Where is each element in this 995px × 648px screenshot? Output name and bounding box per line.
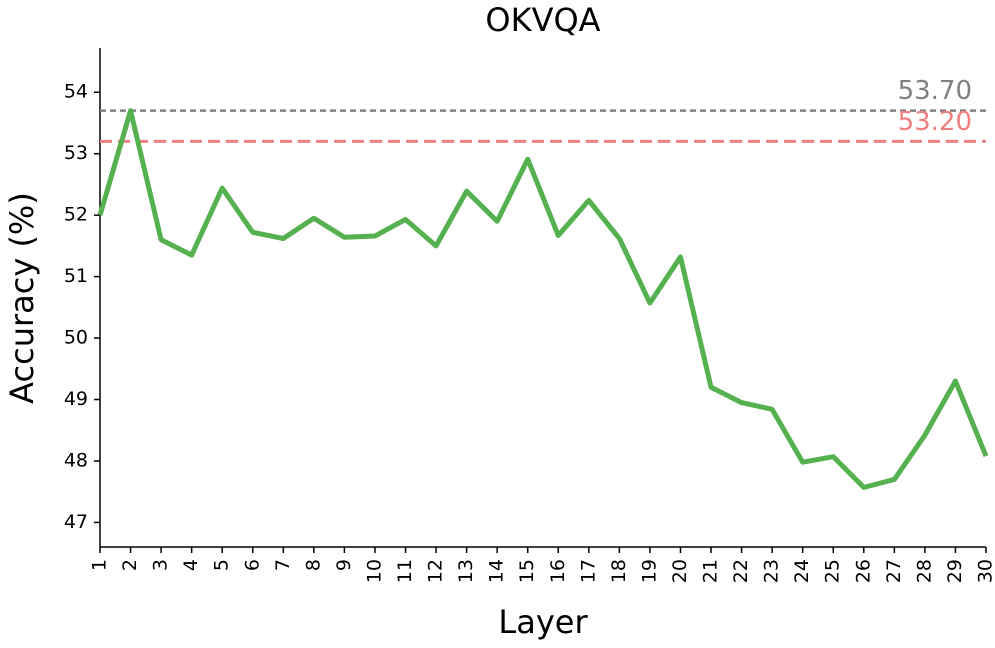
x-tick-label: 7 <box>272 559 294 571</box>
reference-label: 53.70 <box>898 76 972 106</box>
x-tick-label: 4 <box>180 559 202 571</box>
x-tick-label: 26 <box>852 559 874 583</box>
y-tick-label: 48 <box>64 449 88 471</box>
y-tick-label: 51 <box>64 265 88 287</box>
data-line <box>97 108 989 490</box>
x-tick-label: 1 <box>89 559 111 571</box>
x-tick-label: 6 <box>241 559 263 571</box>
x-tick-label: 24 <box>791 559 813 583</box>
x-tick-label: 10 <box>363 559 385 583</box>
reference-label: 53.20 <box>898 107 972 137</box>
x-tick-label: 18 <box>608 559 630 583</box>
x-tick-label: 19 <box>638 559 660 583</box>
x-tick-label: 28 <box>913 559 935 583</box>
x-tick-label: 13 <box>455 559 477 583</box>
x-tick-label: 30 <box>975 559 995 583</box>
y-tick-label: 49 <box>64 388 88 410</box>
x-tick-label: 8 <box>302 559 324 571</box>
x-tick-label: 16 <box>547 559 569 583</box>
x-tick-label: 27 <box>883 559 905 583</box>
x-tick-label: 11 <box>394 559 416 583</box>
y-axis-label: Accuracy (%) <box>3 192 41 404</box>
x-tick-label: 15 <box>516 559 538 583</box>
x-tick-label: 22 <box>730 559 752 583</box>
x-axis-label: Layer <box>498 603 588 641</box>
x-tick-label: 25 <box>822 559 844 583</box>
y-tick-label: 52 <box>64 204 88 226</box>
x-tick-label: 20 <box>669 559 691 583</box>
x-tick-label: 3 <box>150 559 172 571</box>
y-tick-label: 53 <box>64 142 88 164</box>
x-tick-label: 17 <box>577 559 599 583</box>
x-tick-label: 2 <box>119 559 141 571</box>
x-tick-label: 14 <box>486 559 508 583</box>
x-tick-label: 21 <box>700 559 722 583</box>
chart-title: OKVQA <box>485 1 600 39</box>
x-tick-label: 12 <box>425 559 447 583</box>
y-tick-label: 50 <box>64 327 88 349</box>
x-tick-label: 23 <box>761 559 783 583</box>
x-tick-label: 29 <box>944 559 966 583</box>
x-tick-label: 5 <box>211 559 233 571</box>
x-tick-label: 9 <box>333 559 355 571</box>
y-tick-label: 47 <box>64 511 88 533</box>
y-tick-label: 54 <box>64 81 88 103</box>
